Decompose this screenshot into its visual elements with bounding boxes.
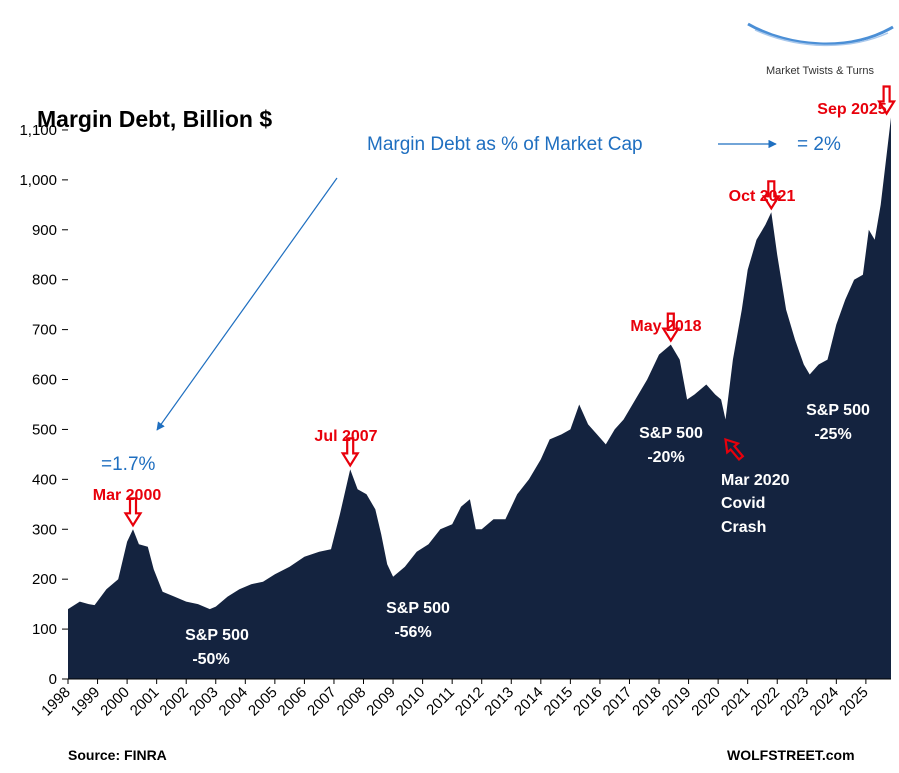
x-axis: 1998199920002001200220032004200520062007…: [38, 678, 891, 720]
x-tick-label: 2011: [423, 684, 458, 719]
x-tick-label: 2007: [304, 684, 340, 720]
peak-arrow-icon: [661, 312, 681, 343]
ratio-arrow-diagonal-icon: [156, 177, 338, 431]
x-tick-label: 2013: [481, 684, 517, 720]
area-layer: [68, 117, 891, 679]
peak-label-sep-2025: Sep 2025: [817, 101, 886, 118]
y-tick-label: 1,000: [19, 172, 57, 189]
drawdown-2022-line-1: S&P 500: [806, 402, 870, 419]
x-tick-label: 2023: [777, 684, 813, 720]
x-tick-label: 2019: [659, 684, 695, 720]
x-tick-label: 2004: [216, 684, 252, 720]
peak-label-jul-2007: Jul 2007: [314, 428, 377, 445]
peak-arrow-icon: [123, 497, 143, 528]
drawdown-label-2022: S&P 500 -25%: [806, 402, 870, 443]
drawdown-2002-line-2: -50%: [192, 651, 229, 668]
x-tick-label: 2005: [245, 684, 281, 720]
covid-label-line-3: Crash: [721, 519, 766, 536]
drawdown-label-2009: S&P 500 -56%: [386, 600, 450, 641]
y-axis: 0 100 200 300 400 500 600 700 800 900 1,000 1,100: [19, 122, 68, 688]
y-tick-label: 500: [32, 421, 57, 438]
y-tick-label: 100: [32, 621, 57, 638]
drawdown-2022-line-2: -25%: [814, 426, 851, 443]
y-tick-label: 1,100: [19, 122, 57, 139]
peak-arrow-icon: [340, 437, 360, 468]
y-tick-label: 900: [32, 222, 57, 239]
margin-debt-area: [68, 117, 891, 679]
covid-crash-label: Mar 2020 Covid Crash: [721, 472, 790, 536]
site-credit: WOLFSTREET.com: [727, 747, 855, 763]
chart-title: Margin Debt, Billion $: [37, 106, 272, 132]
x-tick-label: 2025: [836, 684, 872, 720]
drawdown-2018-line-1: S&P 500: [639, 425, 703, 442]
x-tick-label: 2000: [97, 684, 133, 720]
x-tick-label: 2015: [541, 684, 577, 720]
ratio-value-2025: = 2%: [797, 134, 841, 155]
covid-arrow-shape: [724, 437, 745, 462]
ratio-label: Margin Debt as % of Market Cap: [367, 134, 643, 155]
x-tick-label: 2017: [600, 684, 636, 720]
x-tick-label: 2002: [156, 684, 192, 720]
y-tick-label: 200: [32, 571, 57, 588]
y-tick-label: 400: [32, 471, 57, 488]
x-tick-label: 2012: [452, 684, 488, 720]
peak-arrow-icon: [877, 85, 897, 116]
x-tick-label: 2021: [718, 684, 754, 720]
y-tick-label: 600: [32, 372, 57, 389]
source-note: Source: FINRA: [68, 747, 167, 763]
peak-label-oct-2021: Oct 2021: [729, 188, 796, 205]
x-tick-label: 2001: [127, 684, 163, 720]
x-tick-label: 2014: [511, 684, 547, 720]
peak-arrow-icon: [761, 180, 781, 211]
x-tick-label: 2003: [186, 684, 222, 720]
peak-label-may-2018: May 2018: [630, 318, 701, 335]
x-tick-label: 2018: [629, 684, 665, 720]
x-tick-label: 2016: [570, 684, 606, 720]
brand-logo-text: Market Twists & Turns: [766, 65, 874, 77]
peak-label-mar-2000: Mar 2000: [93, 487, 162, 504]
x-tick-label: 2009: [363, 684, 399, 720]
x-tick-label: 2010: [393, 684, 429, 720]
x-tick-label: 2020: [688, 684, 724, 720]
y-tick-label: 300: [32, 521, 57, 538]
drawdown-label-2002: S&P 500 -50%: [185, 627, 249, 668]
ratio-value-2000: =1.7%: [101, 454, 156, 475]
y-tick-label: 700: [32, 322, 57, 339]
covid-arrow-icon: [724, 437, 745, 462]
drawdown-2002-line-1: S&P 500: [185, 627, 249, 644]
x-tick-label: 2006: [275, 684, 311, 720]
covid-label-line-1: Mar 2020: [721, 472, 790, 489]
drawdown-label-2018: S&P 500 -20%: [639, 425, 703, 466]
x-tick-label: 2024: [807, 684, 843, 720]
drawdown-2009-line-2: -56%: [394, 624, 431, 641]
drawdown-2009-line-1: S&P 500: [386, 600, 450, 617]
brand-logo: Market Twists & Turns: [747, 22, 894, 77]
x-tick-label: 2022: [747, 684, 783, 720]
logo-swoosh-icon: [747, 22, 894, 46]
x-tick-label: 1998: [38, 684, 74, 720]
y-tick-label: 800: [32, 272, 57, 289]
x-tick-label: 2008: [334, 684, 370, 720]
y-tick-label: 0: [49, 671, 57, 688]
x-tick-label: 1999: [68, 684, 104, 720]
peak-arrows: [123, 85, 897, 528]
covid-label-line-2: Covid: [721, 495, 765, 512]
drawdown-2018-line-2: -20%: [647, 449, 684, 466]
